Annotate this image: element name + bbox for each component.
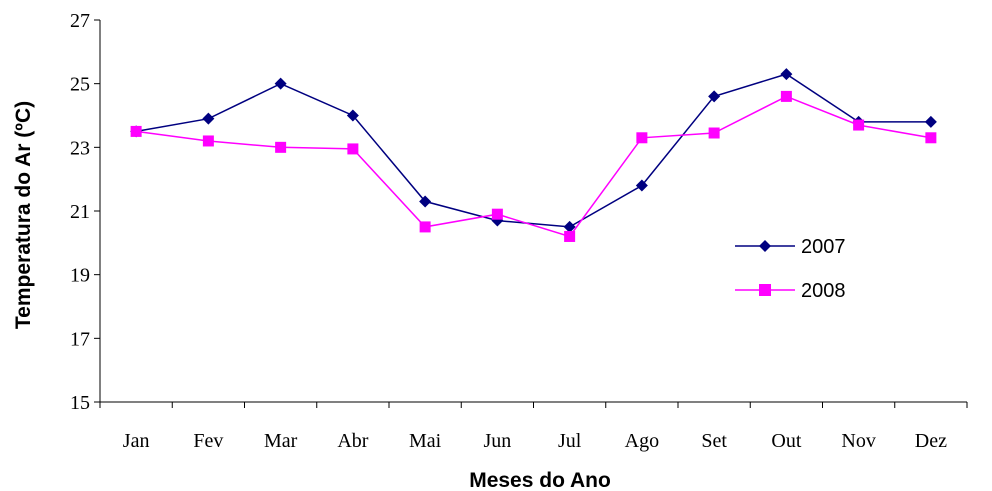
x-tick-label-abr: Abr [337, 430, 368, 452]
point-2007-mar [274, 77, 287, 90]
point-2007-fev [202, 112, 215, 125]
point-2007-ago [635, 179, 648, 192]
x-tick-label-set: Set [701, 430, 727, 452]
x-tick-label-out: Out [771, 430, 801, 452]
x-tick-label-dez: Dez [915, 430, 947, 452]
point-2008-out [780, 90, 792, 102]
point-2008-set [708, 127, 720, 139]
legend-marker-2008 [759, 284, 771, 296]
x-tick-label-nov: Nov [841, 430, 875, 452]
series-line-2008 [136, 95, 932, 238]
series-line-2007 [135, 73, 931, 228]
series-layer [130, 68, 937, 242]
point-2007-abr [346, 109, 359, 122]
x-tick-label-fev: Fev [193, 430, 223, 452]
x-tick-label-mar: Mar [264, 430, 298, 452]
y-tick-label-27: 27 [70, 10, 90, 32]
x-tick-label-jan: Jan [123, 430, 150, 452]
point-2008-mai [419, 221, 431, 233]
point-2007-set [708, 90, 721, 103]
x-tick-label-mai: Mai [409, 430, 442, 452]
y-tick-label-25: 25 [70, 74, 90, 96]
x-tick-label-jun: Jun [483, 430, 511, 452]
y-tick-label-17: 17 [70, 328, 90, 350]
point-2007-jul [563, 220, 576, 233]
point-2007-mai [419, 195, 432, 208]
point-2008-jul [564, 230, 576, 242]
axes: 15 17 19 21 23 25 27 Jan Fev Mar Abr Mai Jun Jul Ago Se… [70, 10, 968, 452]
point-2008-fev [202, 135, 214, 147]
point-2008-mar [275, 141, 287, 153]
legend-marker-2007 [759, 240, 771, 252]
legend: 2007 2008 [735, 236, 846, 302]
point-2008-jun [491, 208, 503, 220]
legend-label-2007: 2007 [801, 236, 846, 258]
x-tick-label-jul: Jul [558, 430, 582, 452]
point-2007-dez [924, 115, 937, 128]
y-tick-label-15: 15 [70, 392, 90, 414]
y-tick-label-21: 21 [70, 201, 90, 223]
point-2008-nov [853, 119, 865, 131]
legend-label-2008: 2008 [801, 280, 846, 302]
x-axis-title: Meses do Ano [469, 469, 611, 491]
point-2008-ago [636, 132, 648, 144]
point-2008-jan [130, 125, 142, 137]
y-axis-title: Temperatura do Ar (ºC) [12, 101, 35, 329]
y-tick-label-23: 23 [70, 137, 90, 159]
x-tick-label-ago: Ago [625, 430, 659, 452]
point-2008-abr [347, 143, 359, 155]
point-2008-dez [925, 132, 937, 144]
y-tick-label-19: 19 [70, 265, 90, 287]
point-2007-out [780, 68, 793, 81]
